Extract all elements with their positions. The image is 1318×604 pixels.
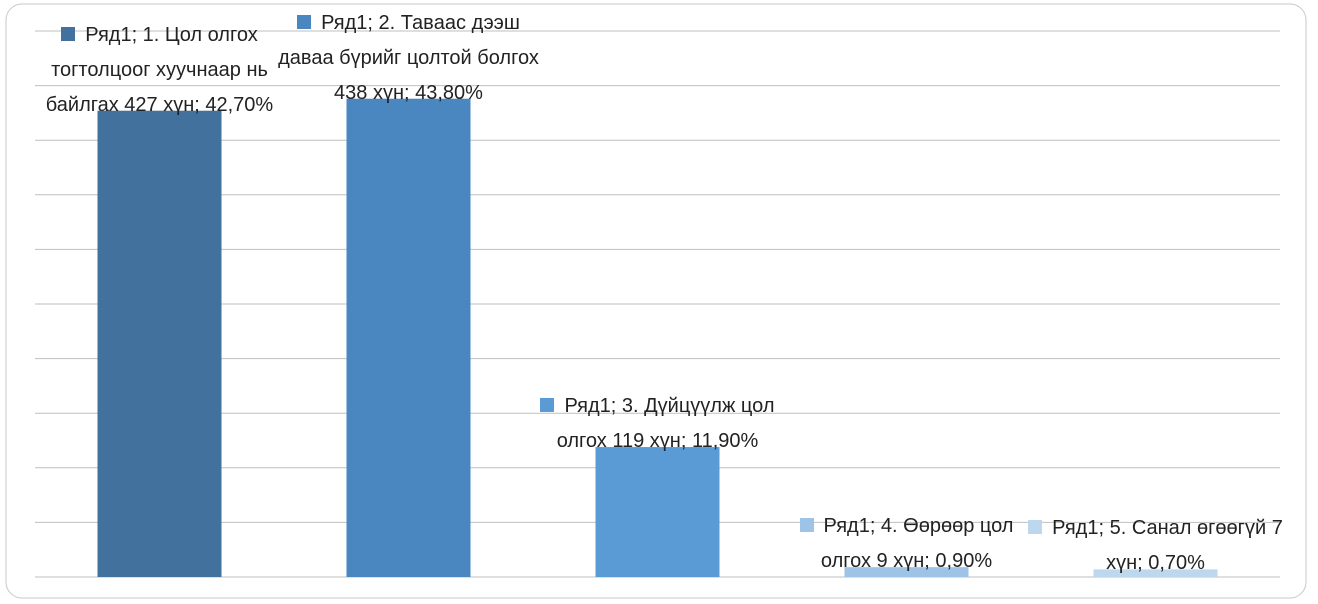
bar — [346, 98, 471, 577]
chart-border — [5, 3, 1307, 599]
data-label-text: Ряд1; 1. Цол олгох тогтолцоог хуучнаар н… — [45, 23, 274, 116]
legend-key — [61, 26, 76, 41]
legend-key — [297, 14, 312, 29]
data-label-text: Ряд1; 5. Санал өгөөгүй 7 хүн; 0,70% — [1052, 517, 1283, 575]
legend-key — [799, 518, 814, 533]
data-label: Ряд1; 3. Дүйцүүлж цол олгох 119 хүн; 11,… — [527, 389, 789, 459]
data-label-text: Ряд1; 4. Өөрөөр цол олгох 9 хүн; 0,90% — [820, 515, 1014, 573]
bar — [844, 567, 969, 577]
bar — [1093, 569, 1218, 577]
legend-key — [1028, 520, 1043, 535]
data-label: Ряд1; 4. Өөрөөр цол олгох 9 хүн; 0,90% — [776, 509, 1038, 579]
bar — [97, 110, 222, 577]
data-label-text: Ряд1; 2. Тавaac дээш даваа бүрийг цолтой… — [278, 11, 539, 104]
bar — [595, 447, 720, 577]
data-label: Ряд1; 1. Цол олгох тогтолцоог хуучнаар н… — [29, 18, 291, 123]
data-label-text: Ряд1; 3. Дүйцүүлж цол олгох 119 хүн; 11,… — [556, 395, 775, 453]
data-label: Ряд1; 2. Тавaac дээш даваа бүрийг цолтой… — [278, 6, 540, 111]
legend-key — [540, 398, 555, 413]
data-label: Ряд1; 5. Санал өгөөгүй 7 хүн; 0,70% — [1025, 511, 1287, 581]
